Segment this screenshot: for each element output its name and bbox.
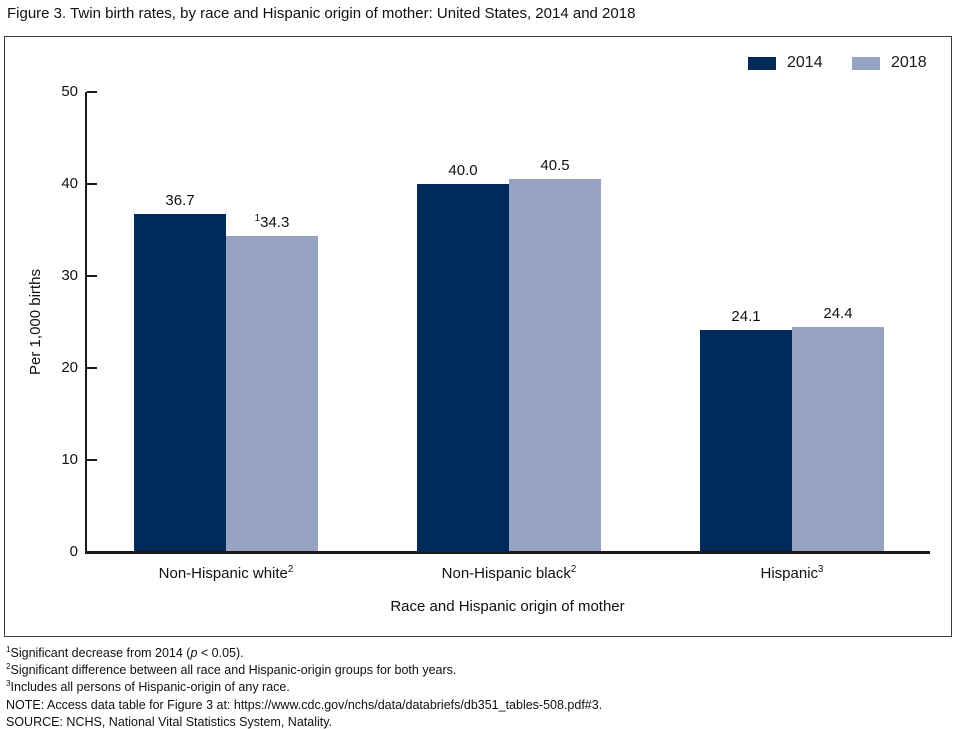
footnote-line-2: 2Significant difference between all race… [6, 662, 457, 678]
bar-2014-hispanic [700, 329, 792, 552]
y-tick-50 [87, 91, 97, 93]
bar-2014-non-hispanic-white [134, 213, 226, 552]
value-label-2014-non-hispanic-white: 36.7 [165, 191, 195, 209]
figure-title: Figure 3. Twin birth rates, by race and … [7, 5, 636, 22]
category-label-hispanic: Hispanic3 [760, 564, 824, 582]
bar-2018-non-hispanic-black [509, 178, 601, 552]
y-tick-label-20: 20 [61, 359, 78, 376]
y-tick-label-50: 50 [61, 83, 78, 100]
footnote-line-1: 1Significant decrease from 2014 (p < 0.0… [6, 644, 244, 660]
y-tick-10 [87, 459, 97, 461]
value-label-2018-non-hispanic-black: 40.5 [540, 156, 570, 174]
footnote-sup: 3 [6, 679, 11, 689]
legend-label-2014: 2014 [787, 54, 823, 71]
y-tick-label-40: 40 [61, 175, 78, 192]
value-label-2014-non-hispanic-black: 40.0 [448, 161, 478, 179]
value-label-2018-hispanic: 24.4 [823, 305, 853, 323]
y-tick-label-30: 30 [61, 267, 78, 284]
x-axis-title: Race and Hispanic origin of mother [390, 598, 625, 615]
y-tick-20 [87, 367, 97, 369]
y-axis-title: Per 1,000 births [27, 269, 44, 375]
footnotes: 1Significant decrease from 2014 (p < 0.0… [6, 645, 602, 729]
legend-label-2018: 2018 [891, 54, 927, 71]
legend-swatch-2018 [852, 57, 880, 70]
x-axis-line [85, 551, 930, 554]
category-footnote-mark: 2 [287, 564, 294, 575]
y-tick-label-0: 0 [69, 543, 78, 560]
y-tick-label-10: 10 [61, 451, 78, 468]
category-label-non-hispanic-black: Non-Hispanic black2 [441, 564, 577, 582]
value-footnote-mark: 1 [254, 212, 261, 224]
footnote-line-4: NOTE: Access data table for Figure 3 at:… [6, 697, 603, 712]
category-label-non-hispanic-white: Non-Hispanic white2 [158, 564, 294, 582]
footnote-line-3: 3Includes all persons of Hispanic-origin… [6, 679, 290, 695]
value-label-2014-hispanic: 24.1 [731, 307, 761, 325]
y-tick-30 [87, 275, 97, 277]
y-axis-line [85, 92, 87, 552]
bar-2014-non-hispanic-black [417, 183, 509, 552]
footnote-sup: 1 [6, 644, 11, 654]
value-label-2018-non-hispanic-white: 134.3 [254, 212, 290, 231]
footnote-sup: 2 [6, 662, 11, 672]
category-footnote-mark: 2 [570, 564, 577, 575]
y-tick-40 [87, 183, 97, 185]
legend-swatch-2014 [748, 57, 776, 70]
bar-2018-hispanic [792, 327, 884, 552]
category-footnote-mark: 3 [818, 564, 824, 575]
footnote-line-5: SOURCE: NCHS, National Vital Statistics … [6, 714, 333, 729]
bar-2018-non-hispanic-white [226, 235, 318, 552]
